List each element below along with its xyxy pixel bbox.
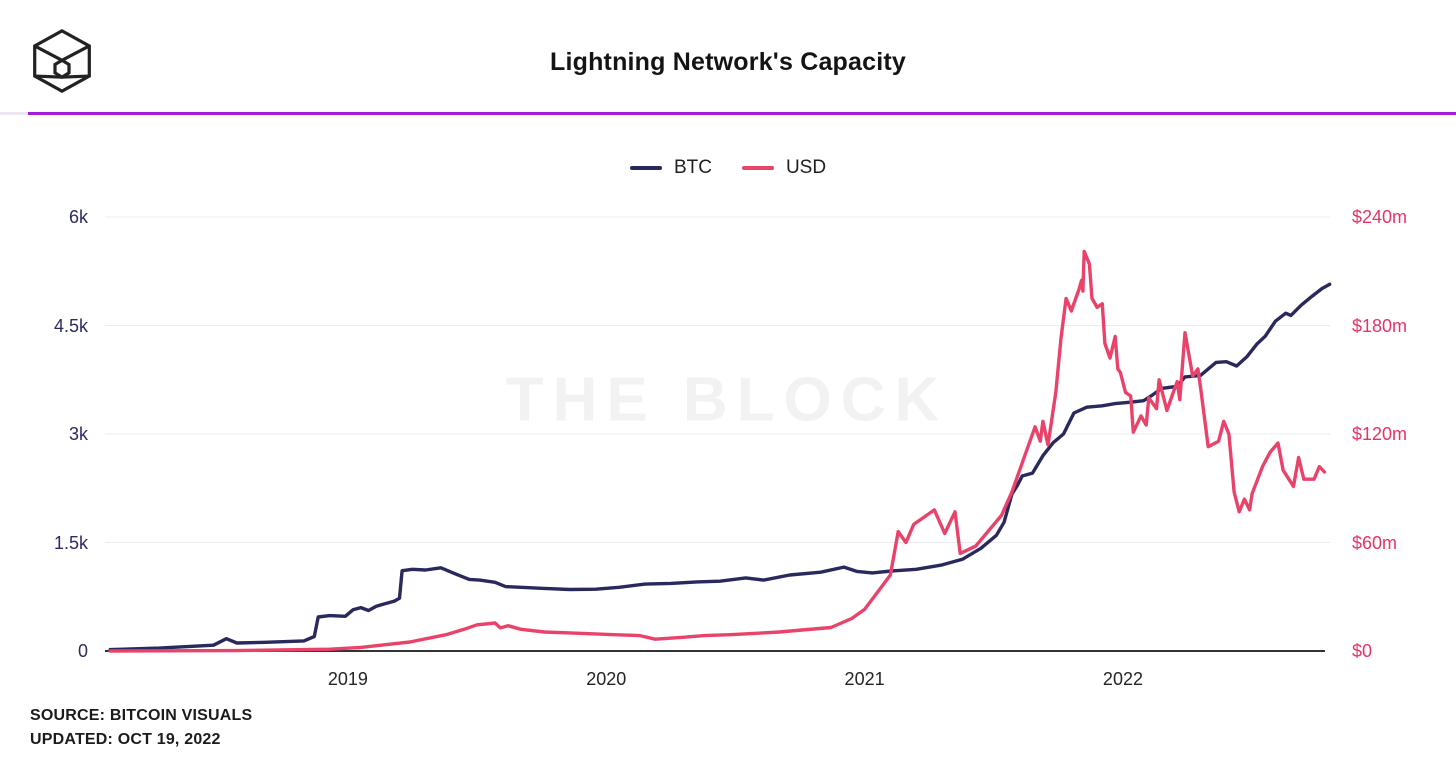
legend-label: USD <box>785 157 827 178</box>
y-right-tick-label: $240m <box>1352 207 1408 227</box>
y-right-tick-label: $120m <box>1352 424 1408 444</box>
y-right-tick-label: $0 <box>1352 641 1373 661</box>
btc-line <box>108 282 1332 652</box>
y-right-tick-label: $60m <box>1352 532 1398 553</box>
y-left-tick-label: 1.5k <box>53 532 88 553</box>
x-tick-label: 2021 <box>844 669 885 689</box>
legend-item-usd: USD <box>741 157 827 179</box>
y-right-tick-label: $180m <box>1352 315 1408 336</box>
y-left-tick-label: 6k <box>68 207 88 227</box>
block-cube-logo-icon <box>33 29 91 93</box>
watermark: THE BLOCK <box>505 365 949 435</box>
btc-swatch-icon <box>629 166 662 170</box>
legend-item-btc: BTC <box>629 157 712 179</box>
updated-label: UPDATED: OCT 19, 2022 <box>30 731 221 748</box>
usd-swatch-icon <box>741 166 774 170</box>
x-tick-label: 2019 <box>327 669 368 689</box>
usd-line <box>108 249 1327 653</box>
y-left-tick-label: 4.5k <box>53 315 88 336</box>
header-divider <box>28 112 1456 115</box>
x-tick-label: 2022 <box>1102 669 1143 689</box>
x-tick-label: 2020 <box>586 669 627 689</box>
source-label: SOURCE: BITCOIN VISUALS <box>30 707 253 724</box>
y-left-tick-label: 3k <box>68 424 88 444</box>
y-left-tick-label: 0 <box>77 641 88 661</box>
chart-legend: BTC USD <box>0 157 1456 179</box>
chart-footer: SOURCE: BITCOIN VISUALS UPDATED: OCT 19,… <box>30 704 252 752</box>
legend-label: BTC <box>673 157 712 178</box>
page-title: Lightning Network's Capacity <box>549 48 907 76</box>
